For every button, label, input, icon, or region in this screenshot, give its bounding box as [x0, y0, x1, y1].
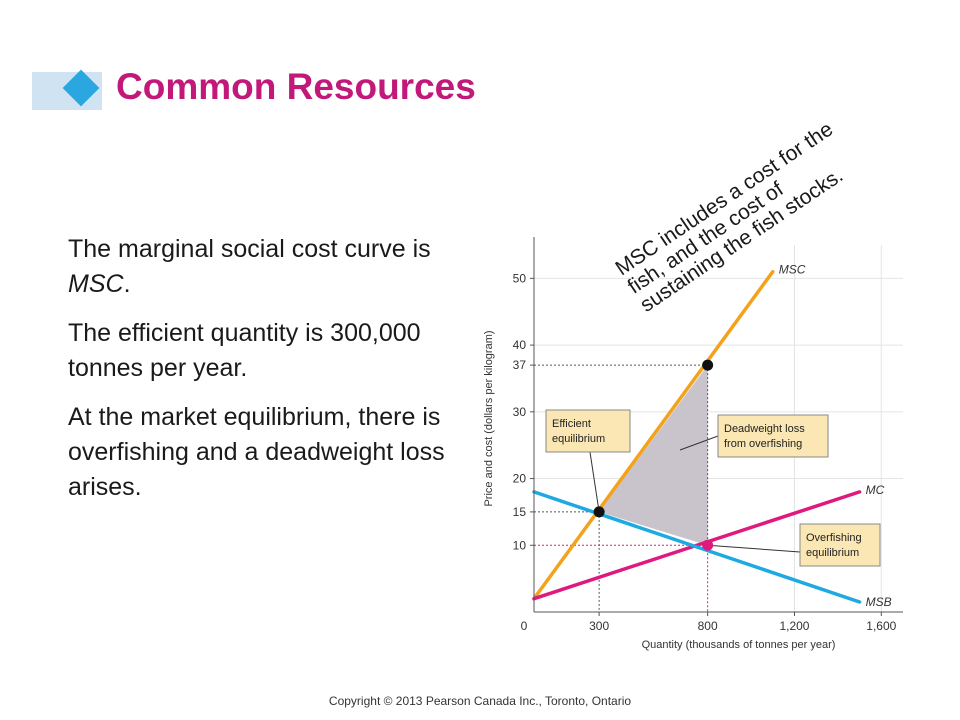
point-efficient — [593, 506, 605, 518]
y-axis-label: Price and cost (dollars per kilogram) — [483, 330, 495, 506]
efficient-equilibrium-pointer — [589, 451, 600, 512]
overfishing-equilibrium-box — [799, 523, 881, 567]
curve-label-mc: MC — [866, 483, 885, 497]
curve-label-msb: MSB — [866, 595, 892, 609]
paragraph-msc: The marginal social cost curve is MSC. — [68, 232, 448, 302]
paragraph-msc-post: . — [123, 270, 131, 298]
overfishing-equilibrium-text-1: Overfishing — [806, 532, 862, 544]
efficient-equilibrium-box — [545, 409, 631, 453]
paragraph-efficient: The efficient quantity is 300,000 tonnes… — [68, 319, 421, 382]
paragraph-overfishing: At the market equilibrium, there is over… — [68, 403, 445, 501]
y-tick-label-40: 40 — [513, 338, 527, 352]
efficient-equilibrium-text-2: equilibrium — [552, 433, 605, 445]
y-tick-label-15: 15 — [513, 505, 527, 519]
x-tick-label-1600: 1,600 — [866, 619, 896, 633]
paragraph-msc-em: MSC — [68, 270, 124, 298]
copyright-footer: Copyright © 2013 Pearson Canada Inc., To… — [328, 694, 632, 708]
curve-label-msc: MSC — [779, 263, 806, 277]
deadweight-loss-text-1: Deadweight loss — [724, 423, 805, 435]
overfishing-equilibrium-pointer — [707, 544, 801, 553]
curve-msc — [532, 269, 775, 601]
deadweight-loss-area — [599, 365, 708, 546]
deadweight-loss-box — [717, 414, 829, 458]
y-tick-label-30: 30 — [513, 405, 527, 419]
body-text: The marginal social cost curve is MSC. T… — [68, 232, 448, 519]
y-tick-label-20: 20 — [513, 472, 527, 486]
x-axis-label: Quantity (thousands of tonnes per year) — [642, 639, 836, 651]
efficient-equilibrium-text-1: Efficient — [552, 418, 591, 430]
x-tick-label-300: 300 — [589, 619, 609, 633]
x-tick-label-0: 0 — [521, 619, 528, 633]
slide-title: Common Resources — [116, 66, 476, 107]
deadweight-loss-pointer — [679, 435, 719, 451]
point-overfishing — [702, 539, 714, 551]
y-tick-label-37: 37 — [513, 358, 527, 372]
deadweight-loss-text-2: from overfishing — [724, 438, 802, 450]
y-tick-label-10: 10 — [513, 538, 527, 552]
x-tick-label-800: 800 — [698, 619, 718, 633]
paragraph-msc-pre: The marginal social cost curve is — [68, 235, 431, 263]
point-msc-at-800 — [702, 359, 714, 371]
x-tick-label-1200: 1,200 — [779, 619, 809, 633]
overfishing-equilibrium-text-2: equilibrium — [806, 547, 859, 559]
curve-msb — [532, 490, 862, 604]
y-tick-label-50: 50 — [513, 271, 527, 285]
